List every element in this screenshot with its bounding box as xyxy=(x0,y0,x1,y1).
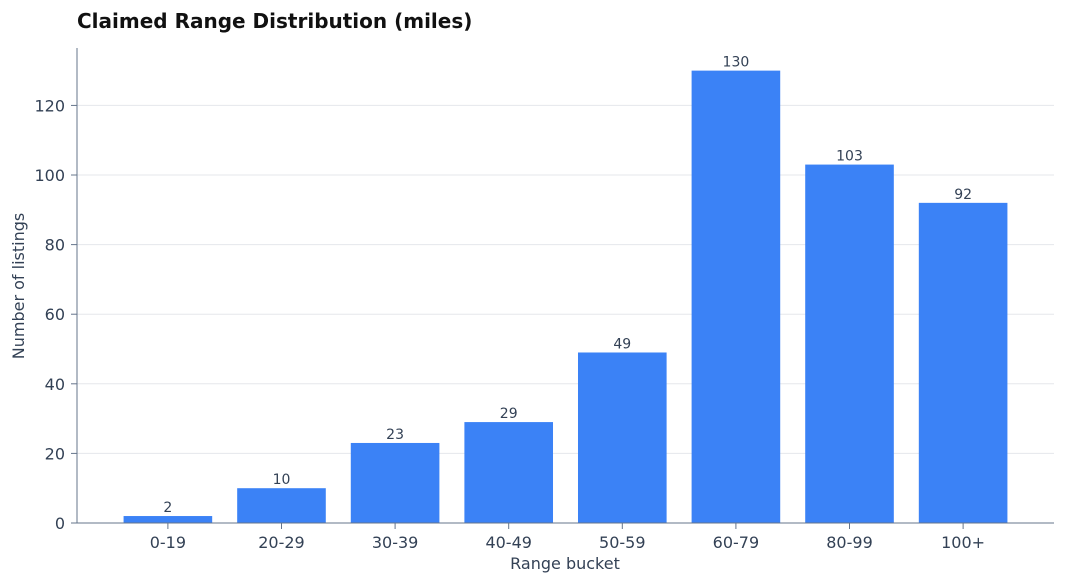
y-tick-label: 20 xyxy=(45,444,65,463)
y-tick-label: 0 xyxy=(55,514,65,533)
y-ticks: 0 20 40 60 80 100 120 xyxy=(34,96,77,533)
x-tick-label: 40-49 xyxy=(485,533,532,552)
bar-60-79 xyxy=(691,70,781,523)
x-ticks: 0-19 20-29 30-39 40-49 50-59 60-79 80-99 100+ xyxy=(150,523,985,552)
gridlines xyxy=(77,104,1054,454)
bar-20-29 xyxy=(237,488,326,523)
bar-40-49 xyxy=(464,422,554,523)
x-tick-label: 80-99 xyxy=(826,533,873,552)
x-axis-label: Range bucket xyxy=(510,554,620,573)
data-labels: 2 10 23 29 49 130 103 92 xyxy=(163,55,972,516)
bar-100+ xyxy=(918,202,1008,523)
y-tick-label: 80 xyxy=(45,236,65,255)
chart-title: Claimed Range Distribution (miles) xyxy=(77,9,472,33)
x-tick-label: 50-59 xyxy=(599,533,646,552)
bar-50-59 xyxy=(577,352,667,523)
x-tick-label: 20-29 xyxy=(258,533,305,552)
bar-value-label: 130 xyxy=(723,55,750,71)
bar-value-label: 29 xyxy=(500,406,518,422)
bars xyxy=(123,70,1008,524)
bar-80-99 xyxy=(805,164,894,524)
y-tick-label: 60 xyxy=(45,305,65,324)
bar-value-label: 103 xyxy=(836,149,863,165)
axes xyxy=(76,48,1054,524)
bar-0-19 xyxy=(123,516,213,523)
x-tick-label: 30-39 xyxy=(372,533,419,552)
bar-value-label: 23 xyxy=(386,427,404,443)
x-tick-label: 100+ xyxy=(941,533,985,552)
y-tick-label: 100 xyxy=(34,166,65,185)
bar-value-label: 92 xyxy=(954,187,972,203)
bar-value-label: 49 xyxy=(613,336,631,352)
x-tick-label: 60-79 xyxy=(713,533,760,552)
bar-30-39 xyxy=(350,442,440,523)
bar-value-label: 10 xyxy=(273,472,291,488)
y-tick-label: 40 xyxy=(45,375,65,394)
x-tick-label: 0-19 xyxy=(150,533,186,552)
y-tick-label: 120 xyxy=(34,96,65,115)
bar-value-label: 2 xyxy=(163,500,172,516)
y-axis-label: Number of listings xyxy=(9,213,28,359)
